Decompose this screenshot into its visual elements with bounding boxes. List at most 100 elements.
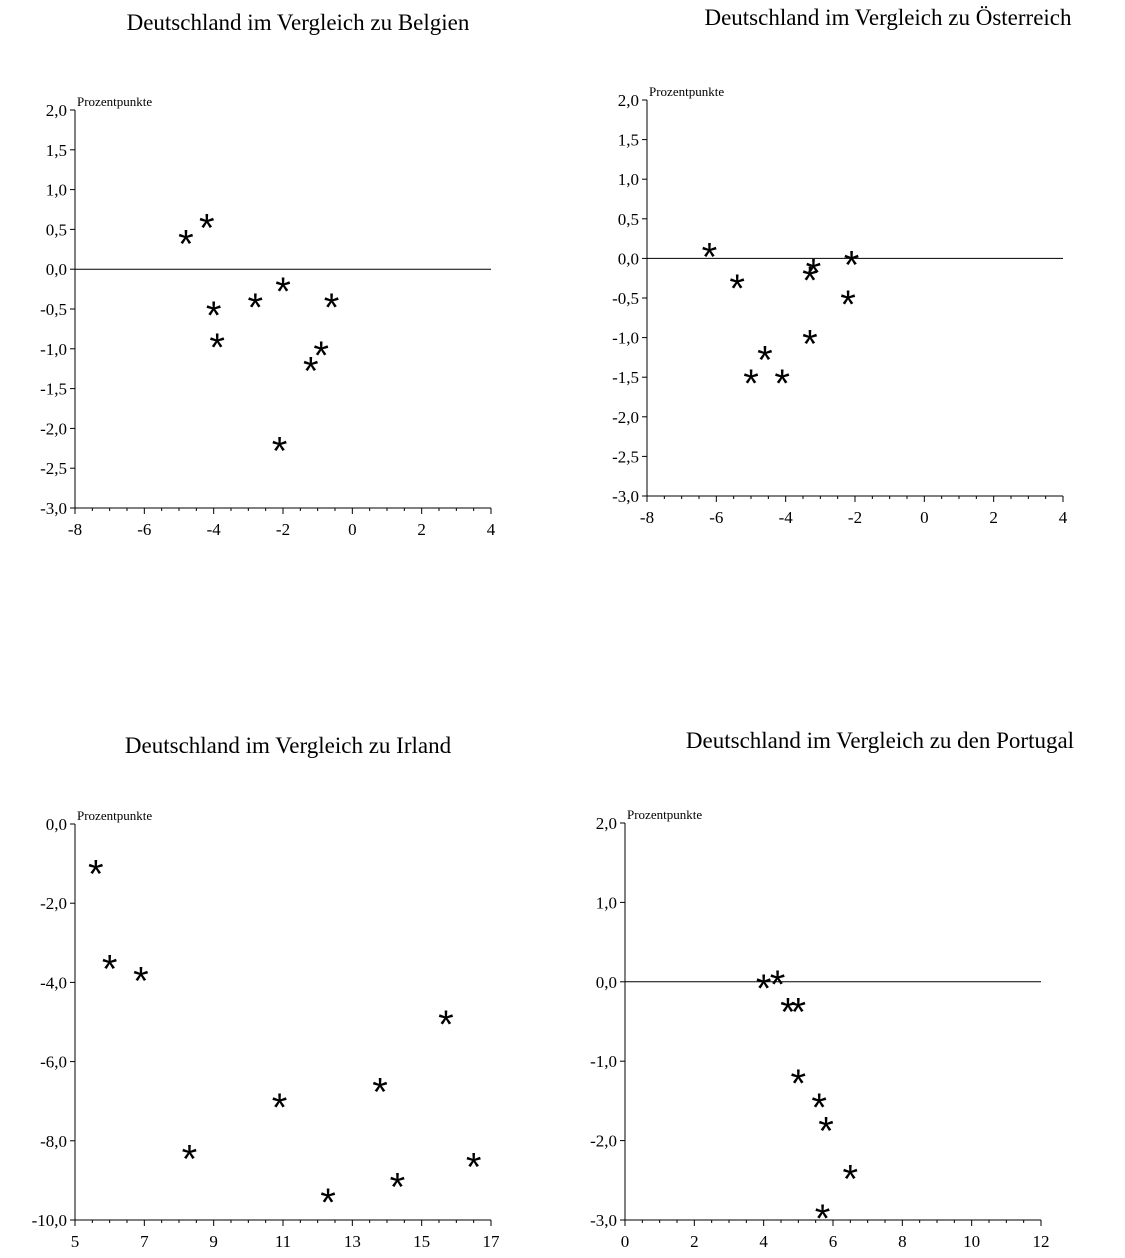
y-tick-label: -1,5 bbox=[612, 368, 639, 387]
y-tick-label: 0,5 bbox=[46, 220, 67, 239]
x-tick-label: 15 bbox=[413, 1232, 430, 1251]
y-tick-label: -1,0 bbox=[612, 329, 639, 348]
x-tick-label: -2 bbox=[276, 520, 290, 539]
y-tick-label: -2,5 bbox=[612, 447, 639, 466]
data-point: * bbox=[438, 1003, 454, 1047]
x-tick-label: 5 bbox=[71, 1232, 80, 1251]
x-tick-label: 12 bbox=[1033, 1232, 1050, 1251]
chart-title: Deutschland im Vergleich zu den Portugal bbox=[686, 728, 1074, 753]
data-point: * bbox=[729, 267, 745, 311]
data-point: * bbox=[815, 1197, 831, 1241]
data-point: * bbox=[806, 251, 822, 295]
chart-title: Deutschland im Vergleich zu Österreich bbox=[704, 5, 1072, 30]
data-point: * bbox=[756, 967, 772, 1011]
x-tick-label: 6 bbox=[829, 1232, 838, 1251]
y-tick-label: -10,0 bbox=[32, 1211, 67, 1230]
x-tick-label: 11 bbox=[275, 1232, 291, 1251]
x-tick-label: 7 bbox=[140, 1232, 149, 1251]
x-tick-label: -8 bbox=[68, 520, 82, 539]
y-tick-label: -4,0 bbox=[40, 973, 67, 992]
x-tick-label: 2 bbox=[989, 508, 998, 527]
data-point: * bbox=[272, 1086, 288, 1130]
x-tick-label: -4 bbox=[207, 520, 222, 539]
y-axis-unit-label: Prozentpunkte bbox=[77, 808, 152, 823]
y-axis-unit-label: Prozentpunkte bbox=[77, 94, 152, 109]
data-point: * bbox=[303, 350, 319, 394]
x-tick-label: 4 bbox=[487, 520, 496, 539]
y-axis-unit-label: Prozentpunkte bbox=[627, 807, 702, 822]
data-point: * bbox=[811, 1086, 827, 1130]
y-tick-label: -6,0 bbox=[40, 1053, 67, 1072]
x-tick-label: 0 bbox=[920, 508, 929, 527]
chart-1: Deutschland im Vergleich zu Belgien 2,0 1,… bbox=[40, 10, 496, 539]
data-point: * bbox=[840, 283, 856, 327]
x-tick-label: 9 bbox=[209, 1232, 218, 1251]
data-point: * bbox=[182, 1138, 198, 1182]
x-tick-label: -4 bbox=[779, 508, 794, 527]
chart-title: Deutschland im Vergleich zu Irland bbox=[125, 733, 452, 758]
chart-4: Deutschland im Vergleich zu den Portugal… bbox=[590, 728, 1074, 1251]
chart-2: Deutschland im Vergleich zu Österreich 2,… bbox=[612, 5, 1072, 527]
data-point: * bbox=[757, 338, 773, 382]
data-point: * bbox=[313, 334, 329, 378]
data-point: * bbox=[774, 362, 790, 406]
x-tick-label: 2 bbox=[417, 520, 426, 539]
y-tick-label: 1,5 bbox=[46, 141, 67, 160]
y-tick-label: 0,0 bbox=[596, 973, 617, 992]
data-point: * bbox=[372, 1070, 388, 1114]
x-tick-label: 4 bbox=[759, 1232, 768, 1251]
data-point: * bbox=[133, 959, 149, 1003]
x-tick-label: 8 bbox=[898, 1232, 907, 1251]
data-point: * bbox=[390, 1165, 406, 1209]
x-tick-label: 0 bbox=[348, 520, 357, 539]
y-tick-label: 1,0 bbox=[46, 181, 67, 200]
y-tick-label: 2,0 bbox=[596, 814, 617, 833]
y-tick-label: -1,5 bbox=[40, 380, 67, 399]
data-point: * bbox=[275, 270, 291, 314]
y-tick-label: -1,0 bbox=[40, 340, 67, 359]
chart-3: Deutschland im Vergleich zu Irland 0,0 -2,… bbox=[32, 733, 500, 1251]
x-tick-label: 10 bbox=[963, 1232, 980, 1251]
data-point: * bbox=[272, 429, 288, 473]
y-tick-label: -8,0 bbox=[40, 1132, 67, 1151]
data-point: * bbox=[102, 948, 118, 992]
data-point: * bbox=[844, 243, 860, 287]
x-tick-label: 4 bbox=[1059, 508, 1068, 527]
chart-title: Deutschland im Vergleich zu Belgien bbox=[127, 10, 470, 35]
data-point: * bbox=[791, 1062, 807, 1106]
data-point: * bbox=[843, 1157, 859, 1201]
y-axis-unit-label: Prozentpunkte bbox=[649, 84, 724, 99]
data-point: * bbox=[206, 294, 222, 338]
data-point: * bbox=[818, 1110, 834, 1154]
x-tick-label: -2 bbox=[848, 508, 862, 527]
data-point: * bbox=[802, 259, 818, 303]
x-tick-label: -8 bbox=[640, 508, 654, 527]
y-tick-label: -3,0 bbox=[612, 487, 639, 506]
y-tick-label: 2,0 bbox=[618, 91, 639, 110]
y-tick-label: -1,0 bbox=[590, 1052, 617, 1071]
y-tick-label: 1,0 bbox=[618, 170, 639, 189]
data-point: * bbox=[324, 286, 340, 330]
y-tick-label: -2,0 bbox=[612, 408, 639, 427]
data-point: * bbox=[247, 286, 263, 330]
y-tick-label: -2,0 bbox=[40, 419, 67, 438]
y-tick-label: 2,0 bbox=[46, 101, 67, 120]
x-tick-label: -6 bbox=[137, 520, 151, 539]
data-point: * bbox=[802, 323, 818, 367]
data-point: * bbox=[743, 362, 759, 406]
y-tick-label: -0,5 bbox=[40, 300, 67, 319]
data-point: * bbox=[199, 206, 215, 250]
data-point: * bbox=[466, 1146, 482, 1190]
y-tick-label: 0,0 bbox=[46, 815, 67, 834]
data-point: * bbox=[702, 235, 718, 279]
data-point: * bbox=[791, 991, 807, 1035]
data-point: * bbox=[320, 1181, 336, 1225]
y-tick-label: -0,5 bbox=[612, 289, 639, 308]
y-tick-label: 0,0 bbox=[46, 260, 67, 279]
x-tick-label: 2 bbox=[690, 1232, 699, 1251]
x-tick-label: 0 bbox=[621, 1232, 630, 1251]
x-tick-label: 13 bbox=[344, 1232, 361, 1251]
y-tick-label: 1,5 bbox=[618, 131, 639, 150]
y-tick-label: 0,0 bbox=[618, 249, 639, 268]
